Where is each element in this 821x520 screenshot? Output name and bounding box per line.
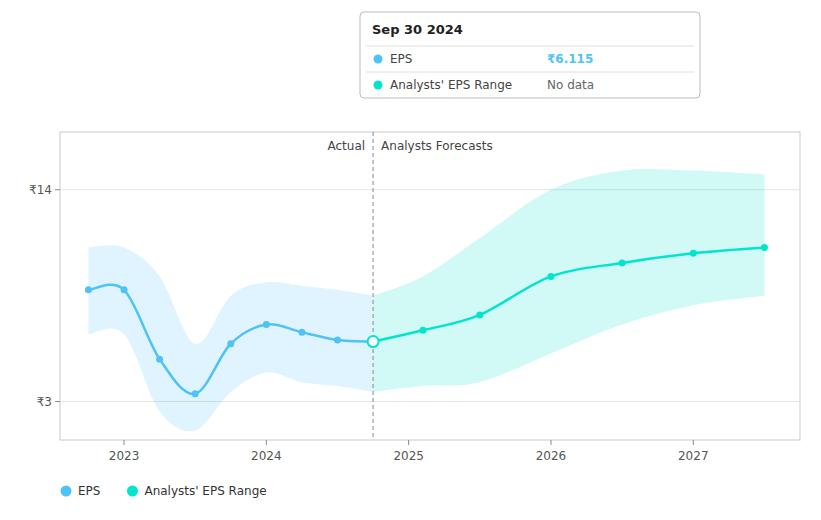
point bbox=[476, 311, 483, 318]
divider-line bbox=[373, 132, 374, 440]
line bbox=[373, 248, 764, 342]
legend-swatch bbox=[127, 486, 138, 497]
tick-label: ₹14 bbox=[29, 183, 52, 197]
region-label: Analysts Forecasts bbox=[381, 139, 493, 153]
tick-mark bbox=[408, 440, 409, 445]
point bbox=[619, 259, 626, 266]
point bbox=[419, 327, 426, 334]
point bbox=[156, 356, 163, 363]
legend-label: EPS bbox=[78, 484, 100, 498]
tick-mark bbox=[550, 440, 551, 445]
point bbox=[690, 250, 697, 257]
point bbox=[547, 273, 554, 280]
tooltip-title: Sep 30 2024 bbox=[372, 22, 463, 37]
range-band bbox=[373, 169, 764, 392]
tick-label: 2024 bbox=[251, 449, 282, 463]
tick-label: ₹3 bbox=[37, 395, 52, 409]
point bbox=[334, 336, 341, 343]
tooltip-label: EPS bbox=[390, 52, 412, 66]
tooltip-value: ₹6.115 bbox=[547, 52, 593, 66]
tooltip-box bbox=[360, 12, 700, 98]
hover-point bbox=[368, 336, 379, 347]
tooltip-separator bbox=[366, 46, 694, 47]
point bbox=[192, 390, 199, 397]
point bbox=[298, 329, 305, 336]
tick-label: 2027 bbox=[678, 449, 709, 463]
tick-mark bbox=[693, 440, 694, 445]
plot-frame bbox=[60, 132, 800, 440]
tick-mark bbox=[124, 440, 125, 445]
tick-mark bbox=[55, 401, 60, 402]
tick-label: 2025 bbox=[393, 449, 424, 463]
point bbox=[227, 340, 234, 347]
tooltip-swatch bbox=[374, 81, 383, 90]
tooltip-label: Analysts' EPS Range bbox=[390, 78, 512, 92]
range-band bbox=[88, 245, 373, 431]
legend-label: Analysts' EPS Range bbox=[144, 484, 266, 498]
point bbox=[263, 321, 270, 328]
point bbox=[121, 286, 128, 293]
region-label: Actual bbox=[327, 139, 365, 153]
plot-area bbox=[85, 132, 768, 440]
tooltip-swatch bbox=[374, 55, 383, 64]
tooltip-value: No data bbox=[547, 78, 594, 92]
tick-label: 2026 bbox=[536, 449, 567, 463]
chart: ₹3 ₹14 2023 2024 2025 2026 2027 Actual Analysts … bbox=[0, 0, 821, 520]
point bbox=[85, 286, 92, 293]
tick-mark bbox=[266, 440, 267, 445]
tooltip-separator bbox=[366, 72, 694, 73]
line bbox=[88, 285, 373, 394]
tick-mark bbox=[55, 189, 60, 190]
point bbox=[761, 244, 768, 251]
legend-swatch bbox=[61, 486, 72, 497]
tick-label: 2023 bbox=[109, 449, 140, 463]
